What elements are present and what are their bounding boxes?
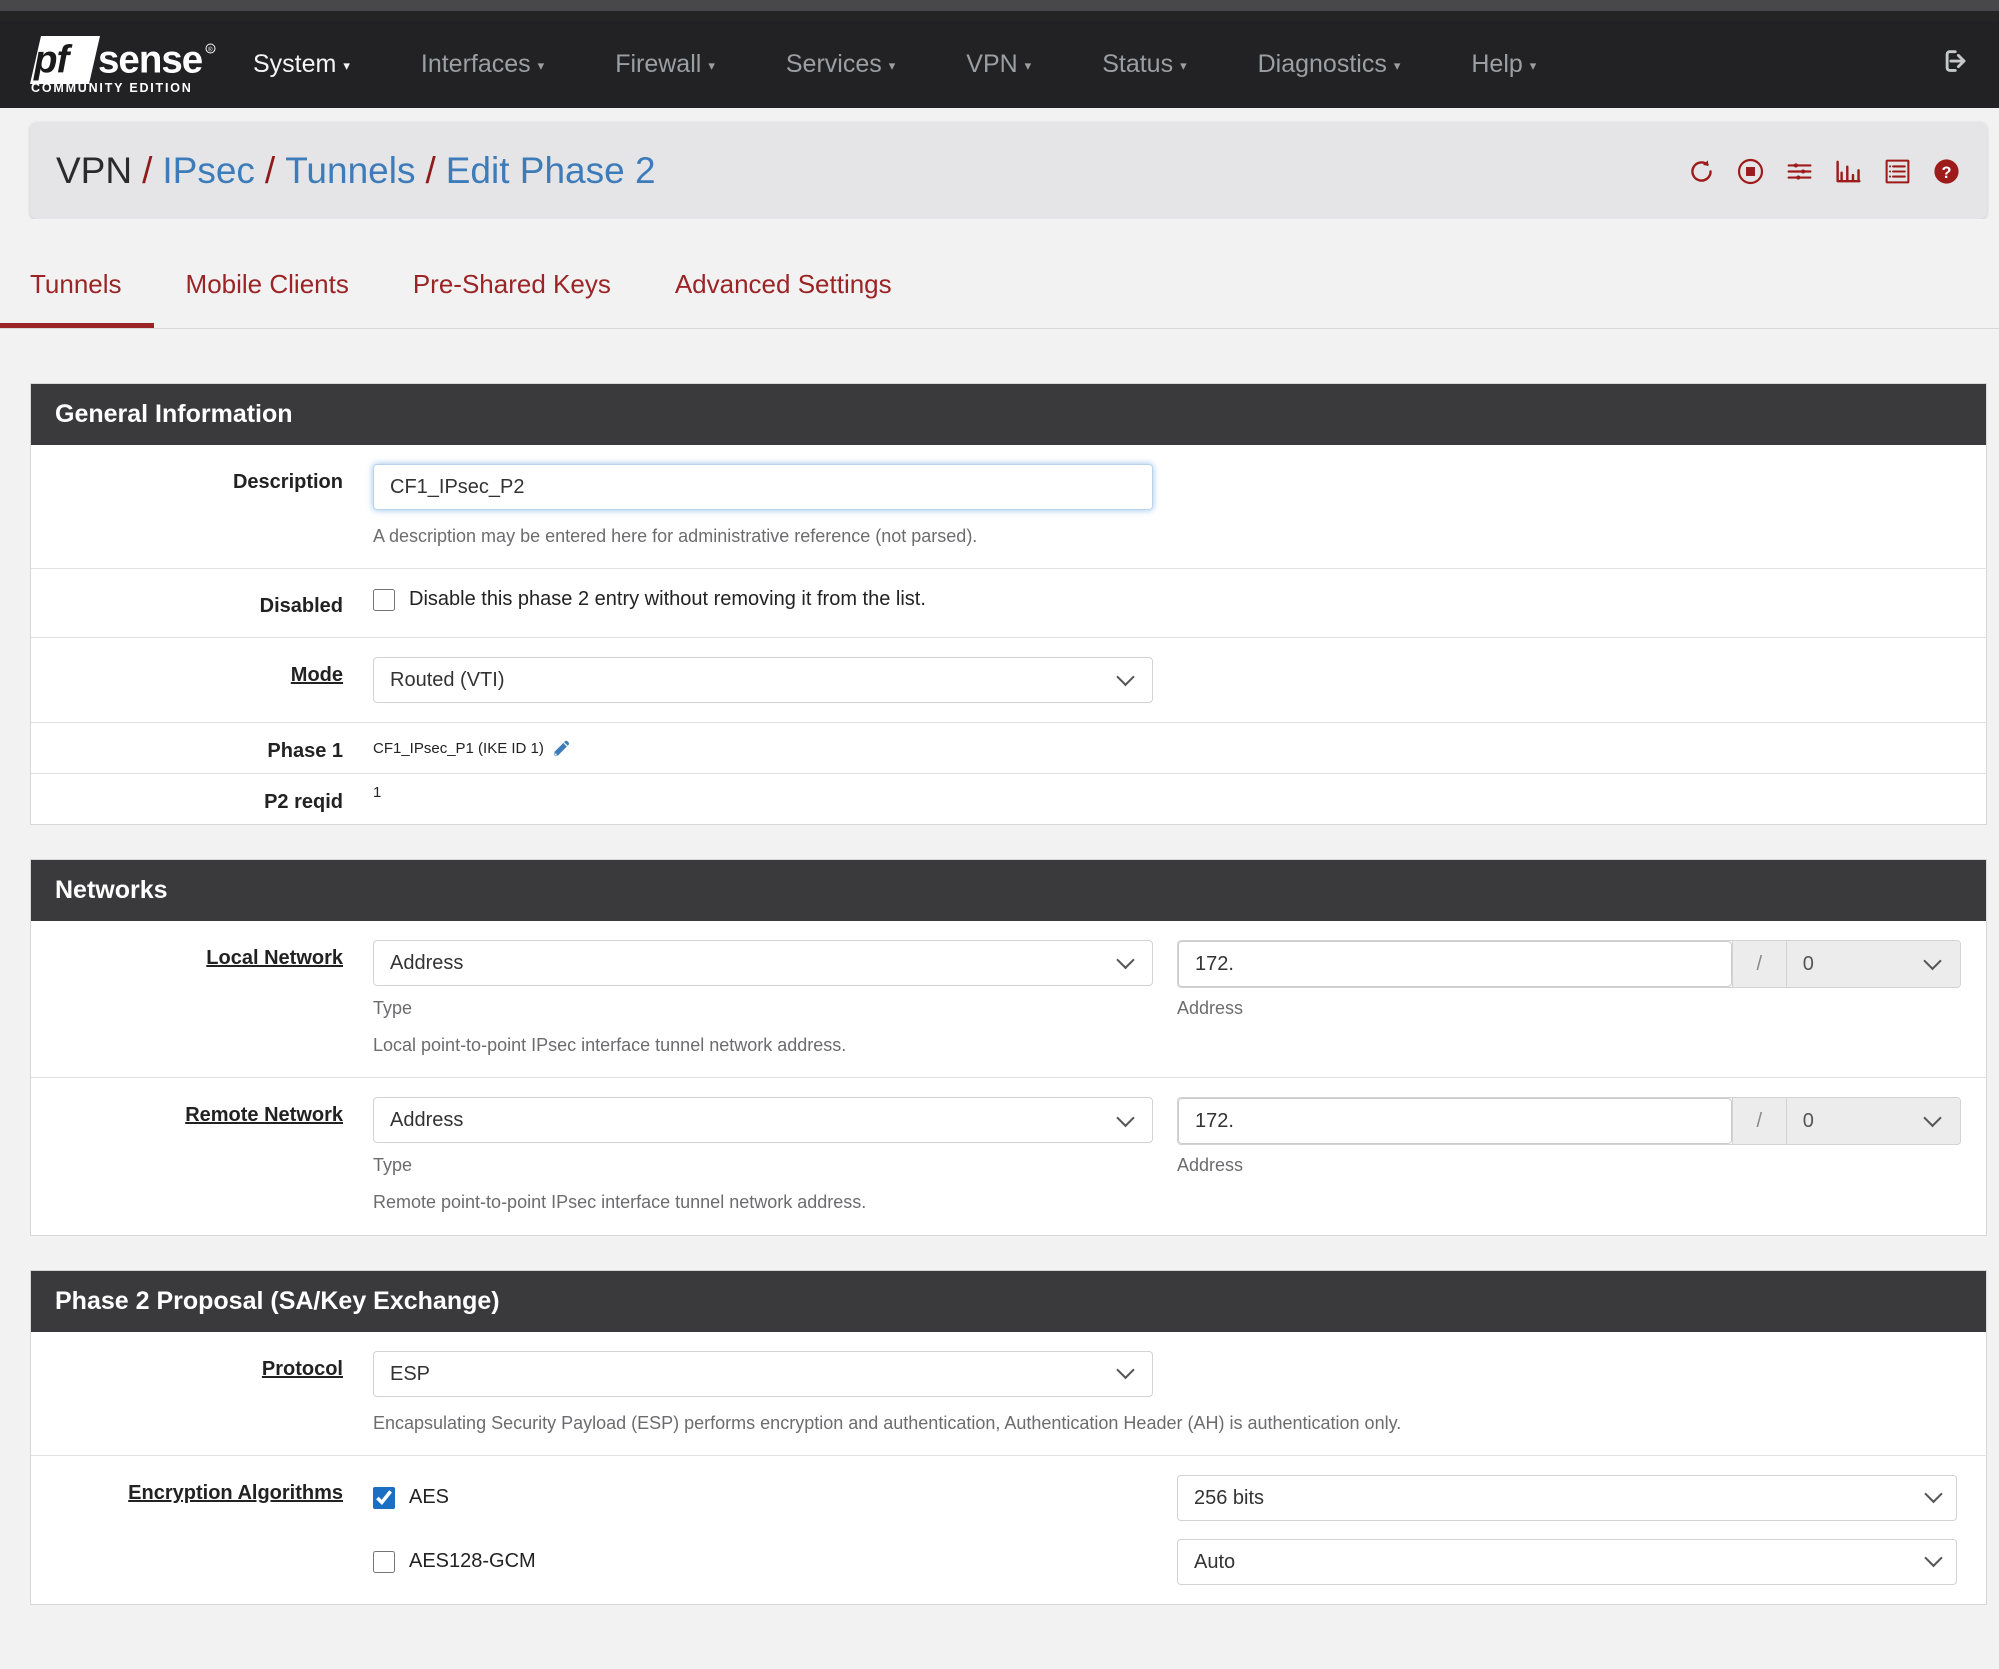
svg-text:?: ?	[1942, 163, 1952, 181]
svg-text:pf: pf	[33, 39, 74, 82]
svg-text:®: ®	[208, 46, 213, 53]
svg-text:sense: sense	[98, 39, 203, 82]
svg-text:COMMUNITY EDITION: COMMUNITY EDITION	[31, 81, 193, 95]
